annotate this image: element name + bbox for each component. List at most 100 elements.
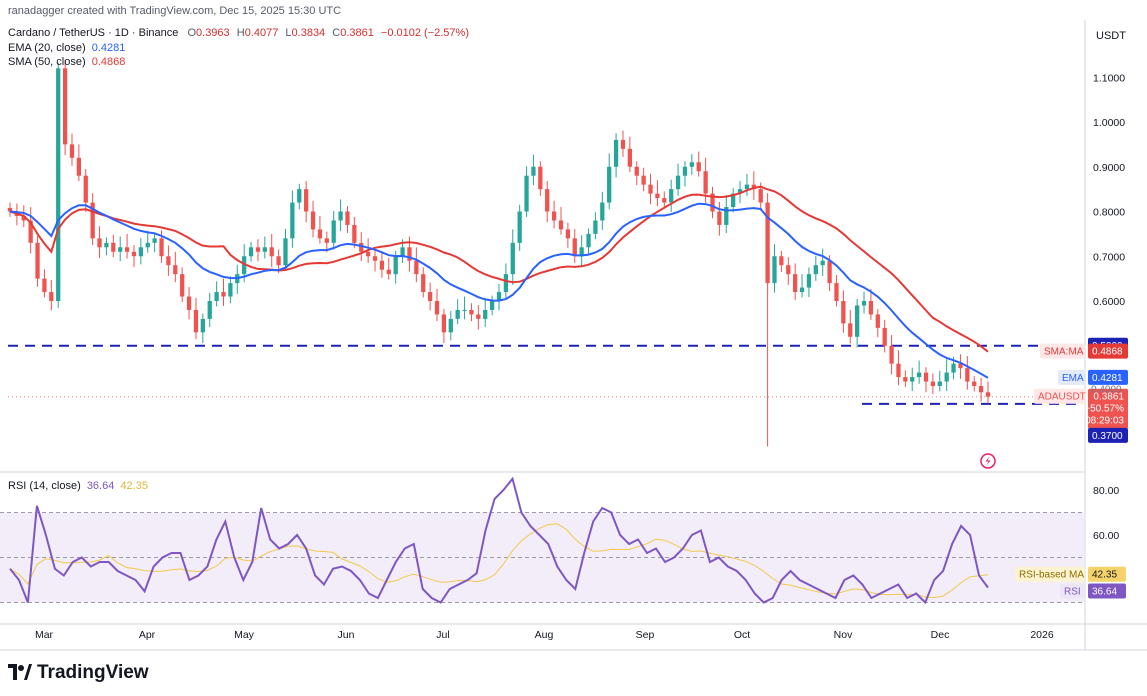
candle-body [565, 229, 571, 239]
ohlc-o-label: O [187, 27, 197, 39]
candle-body [62, 68, 68, 145]
candle-body [765, 202, 770, 284]
candle-body [7, 207, 13, 212]
candle-body [875, 314, 880, 328]
candle-body [228, 283, 233, 297]
candle-body [317, 229, 323, 239]
currency-label[interactable]: USDT [1096, 30, 1126, 42]
sma-legend[interactable]: SMA (50, close) 0.4868 [8, 56, 125, 68]
symbol-line[interactable]: Cardano / TetherUS · 1D · Binance [8, 27, 179, 39]
candle-body [910, 377, 915, 382]
candle-body [517, 211, 522, 243]
candle-body [427, 292, 433, 301]
ohlc-h-label: H [236, 27, 245, 39]
candle-body [345, 211, 350, 225]
candle-body [462, 309, 467, 311]
candle-body [131, 251, 137, 257]
tradingview-logo[interactable]: TradingView [8, 662, 149, 684]
candle-body [572, 238, 577, 257]
month-label: Mar [35, 629, 54, 641]
candle-body [841, 301, 846, 324]
ohlc-low: 0.3834 [291, 27, 326, 39]
candle-body [923, 372, 929, 382]
ema-legend[interactable]: EMA (20, close) 0.4281 [8, 42, 125, 54]
candle-body [393, 256, 398, 275]
candle-body [758, 189, 763, 203]
candle-body [297, 189, 302, 203]
rsi-name-badge: RSI [1064, 587, 1081, 598]
partial-price-label: 0.4000 [1091, 385, 1122, 396]
candle-body [138, 247, 143, 257]
price-tick-label: 0.9000 [1093, 162, 1125, 174]
candle-body [173, 265, 178, 275]
month-label: Dec [931, 629, 950, 641]
lightning-icon[interactable] [980, 453, 996, 469]
candle-body [359, 242, 364, 252]
candle-body [90, 202, 95, 239]
candle-body [793, 274, 798, 293]
rsi-legend-value: 36.64 [86, 480, 115, 492]
candle-body [648, 184, 653, 194]
candle-body [180, 274, 185, 297]
candle-body [152, 238, 157, 243]
candle-body [634, 166, 639, 176]
rsi-axis[interactable]: 80.00 60.00 [1093, 485, 1119, 542]
ema-20-line [9, 202, 989, 379]
candle-body [386, 269, 391, 275]
month-label: Aug [535, 629, 554, 641]
pair-badge-bg [1088, 388, 1128, 429]
candle-body [827, 260, 832, 284]
candle-body [545, 189, 550, 212]
candle-body [737, 189, 743, 194]
candle-body [186, 296, 192, 310]
support-resistance-levels[interactable] [8, 344, 1080, 405]
sma-value-badge-bg [1088, 343, 1128, 359]
candle-body [248, 247, 254, 257]
candle-body [916, 372, 922, 378]
month-label: Jul [436, 629, 449, 641]
price-tick-label: 0.7000 [1093, 251, 1125, 263]
sma-name-badge: SMA:MA [1044, 347, 1084, 358]
ohlc-l-label: L [285, 27, 292, 39]
price-axis[interactable]: 1.1000 1.0000 0.9000 0.8000 0.7000 0.6000 [1093, 72, 1125, 308]
candle-body [310, 211, 316, 230]
price-tick-label: 0.6000 [1093, 296, 1125, 308]
candle-body [400, 247, 405, 257]
candle-body [331, 220, 336, 243]
candle-body [613, 139, 619, 167]
candle-body [772, 256, 777, 284]
candle-body [434, 301, 440, 315]
candle-body [937, 381, 942, 387]
candle-body [641, 175, 646, 185]
candle-body [262, 247, 267, 252]
pair-timer: 08:29:03 [1085, 416, 1124, 427]
month-label: Oct [734, 629, 750, 641]
candle-body [669, 189, 674, 203]
month-label: Apr [139, 629, 156, 641]
candle-body [682, 166, 688, 176]
candle-body [806, 274, 812, 288]
rsi-line [9, 476, 989, 605]
ohlc-high: 0.4077 [244, 27, 279, 39]
ohlc-open: 0.3963 [196, 27, 230, 39]
rsi-ma-value-badge-bg [1088, 566, 1126, 582]
candle-body [951, 363, 956, 373]
candle-body [627, 148, 632, 167]
time-axis[interactable]: Mar Apr May Jun Jul Aug Sep Oct Nov Dec 2026 [35, 629, 1054, 641]
ohlc-change: −0.0102 (−2.57%) [380, 27, 469, 39]
candle-body [593, 220, 598, 234]
candle-body [600, 202, 605, 221]
candle-body [930, 381, 936, 387]
rsi-legend-ma: 42.35 [120, 480, 148, 492]
candle-body [607, 166, 612, 203]
sma-legend-value: 0.4868 [91, 56, 126, 68]
rsi-legend[interactable]: RSI (14, close) 36.64 42.35 [8, 480, 148, 492]
candle-body [896, 363, 901, 378]
ohlc-c-label: C [332, 27, 341, 39]
pair-pct: −50.57% [1084, 404, 1124, 415]
candle-body [710, 193, 715, 212]
candle-body [531, 166, 536, 176]
candle-body [689, 162, 694, 167]
rsi-ma-name-badge: RSI-based MA [1019, 570, 1084, 581]
